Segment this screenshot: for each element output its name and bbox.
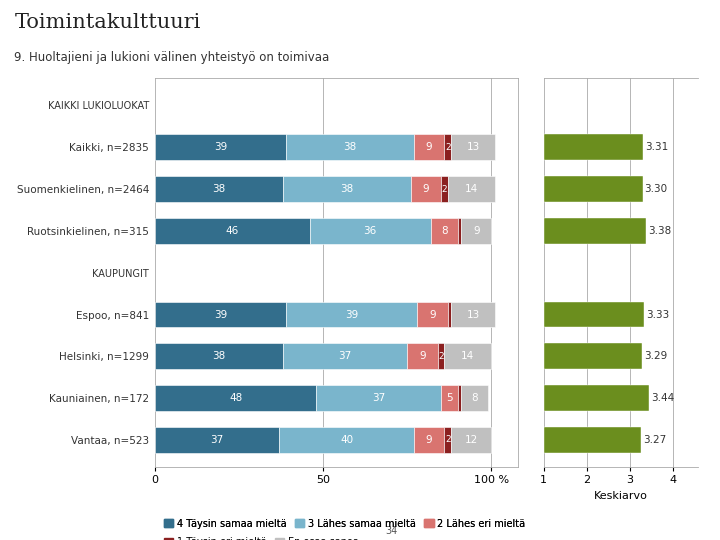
Text: 2: 2 — [438, 352, 444, 361]
Bar — [283, 176, 410, 202]
Bar — [155, 301, 286, 327]
Text: 3.29: 3.29 — [644, 352, 667, 361]
Text: 3.33: 3.33 — [646, 309, 669, 320]
Bar — [155, 134, 286, 160]
Bar — [451, 301, 495, 327]
Text: 39: 39 — [214, 309, 227, 320]
Bar — [283, 343, 408, 369]
Bar — [310, 218, 431, 244]
Bar — [316, 385, 441, 411]
Text: 39: 39 — [214, 142, 227, 152]
Text: 14: 14 — [462, 352, 474, 361]
Text: 9. Huoltajieni ja lukioni välinen yhteistyö on toimivaa: 9. Huoltajieni ja lukioni välinen yhteis… — [14, 51, 330, 64]
Bar — [418, 301, 448, 327]
Text: 36: 36 — [364, 226, 377, 236]
Bar — [448, 301, 451, 327]
Bar — [408, 343, 438, 369]
Text: 9: 9 — [426, 142, 433, 152]
Text: 8: 8 — [441, 226, 448, 236]
Bar — [410, 176, 441, 202]
Text: 3.30: 3.30 — [644, 184, 667, 194]
Text: 3.27: 3.27 — [644, 435, 667, 445]
Bar — [544, 134, 643, 160]
Bar — [451, 134, 495, 160]
Bar — [155, 218, 310, 244]
Bar — [462, 218, 492, 244]
Legend: 4 Täysin samaa mieltä, 3 Lähes samaa mieltä, 2 Lähes eri mieltä: 4 Täysin samaa mieltä, 3 Lähes samaa mie… — [160, 515, 529, 532]
Bar — [286, 301, 418, 327]
Text: 9: 9 — [426, 435, 433, 445]
Bar — [438, 343, 444, 369]
Bar — [444, 134, 451, 160]
Bar — [155, 427, 279, 453]
Bar — [462, 385, 488, 411]
Bar — [441, 385, 458, 411]
Text: 9: 9 — [473, 226, 480, 236]
Text: 38: 38 — [212, 184, 225, 194]
Bar — [286, 134, 414, 160]
Bar — [414, 427, 444, 453]
Text: 48: 48 — [229, 393, 242, 403]
Bar — [544, 385, 649, 411]
Legend: 1 Täysin eri mieltä, En osaa sanoa: 1 Täysin eri mieltä, En osaa sanoa — [160, 534, 363, 540]
Text: 9: 9 — [429, 309, 436, 320]
Bar — [544, 427, 642, 453]
Text: 38: 38 — [343, 142, 356, 152]
Text: 38: 38 — [340, 184, 354, 194]
Text: 2: 2 — [445, 143, 451, 152]
Text: 37: 37 — [372, 393, 385, 403]
Text: 13: 13 — [467, 309, 480, 320]
Text: 2: 2 — [441, 185, 447, 193]
Bar — [458, 385, 462, 411]
Bar — [155, 385, 316, 411]
Text: 9: 9 — [419, 352, 426, 361]
Text: Toimintakulttuuri: Toimintakulttuuri — [14, 14, 201, 32]
Text: 34: 34 — [385, 525, 397, 536]
Bar — [448, 176, 495, 202]
Text: 12: 12 — [464, 435, 478, 445]
Bar — [279, 427, 414, 453]
Bar — [544, 301, 644, 327]
Text: 9: 9 — [423, 184, 429, 194]
Text: 38: 38 — [212, 352, 225, 361]
Bar — [444, 343, 492, 369]
Bar — [458, 218, 462, 244]
Bar — [155, 343, 283, 369]
Bar — [441, 176, 448, 202]
Bar — [451, 427, 492, 453]
Text: 5: 5 — [446, 393, 453, 403]
Text: 46: 46 — [225, 226, 239, 236]
Bar — [431, 218, 458, 244]
Text: 37: 37 — [210, 435, 224, 445]
Text: 2: 2 — [445, 435, 451, 444]
Text: 40: 40 — [340, 435, 354, 445]
Bar — [544, 176, 642, 202]
Text: 13: 13 — [467, 142, 480, 152]
Text: 39: 39 — [345, 309, 359, 320]
X-axis label: Keskiarvo: Keskiarvo — [594, 491, 648, 501]
Bar — [444, 427, 451, 453]
Bar — [544, 218, 646, 244]
Bar — [544, 343, 642, 369]
Bar — [155, 176, 283, 202]
Text: 14: 14 — [464, 184, 478, 194]
Text: 8: 8 — [472, 393, 478, 403]
Text: 37: 37 — [338, 352, 351, 361]
Text: 3.31: 3.31 — [645, 142, 668, 152]
Text: 3.44: 3.44 — [651, 393, 674, 403]
Text: 3.38: 3.38 — [648, 226, 671, 236]
Bar — [414, 134, 444, 160]
